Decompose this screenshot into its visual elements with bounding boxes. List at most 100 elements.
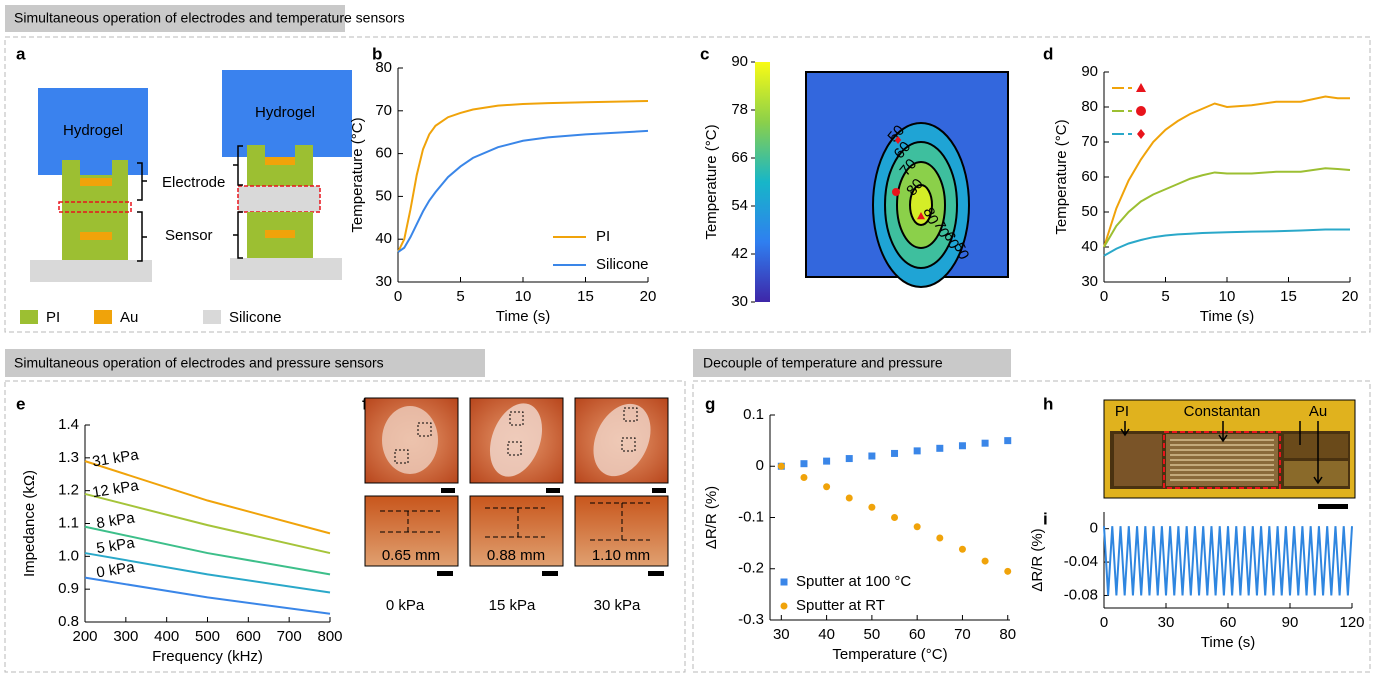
x-tick-label: 0 [1100,614,1108,631]
x-tick-label: 15 [577,288,594,305]
series-label: 8 kPa [95,509,136,532]
y-tick-label: 1.3 [58,449,79,466]
colorbar-tick-label: 78 [731,101,748,118]
contour [909,184,933,226]
x-tick-label: 30 [1158,614,1175,631]
y-tick-label: 40 [375,230,392,247]
highlight-box [58,201,132,213]
layer-label: Hydrogel [255,104,315,121]
au-layer [80,178,112,186]
x-tick-label: 5 [1161,288,1169,305]
x-tick-label: 600 [236,628,261,645]
y-tick-label: -0.08 [1064,586,1098,603]
scale-bar [1318,504,1348,509]
section-header [5,349,485,377]
y-tick-label: 70 [1081,133,1098,150]
colorbar-label: Temperature (°C) [703,124,720,239]
marker [1004,437,1012,445]
contour-label: 70 [930,218,952,240]
au-layer [265,157,295,165]
photos-f: 0.65 mm 0.88 mm 1.10 mm 0 kPa 15 kPa 30 … [364,397,669,614]
x-tick-label: 70 [954,626,971,643]
bracket-label: Sensor [165,227,213,244]
scale-bar [652,488,666,493]
line-series [1103,526,1353,596]
section-title: Simultaneous operation of electrodes and… [14,10,405,26]
colorbar-tick-label: 54 [731,197,748,214]
colorbar-tick-label: 30 [731,293,748,310]
silicone-layer [230,258,342,280]
x-axis-label: Time (s) [496,308,550,325]
x-tick-label: 300 [113,628,138,645]
x-axis-label: Frequency (kHz) [152,648,263,665]
thickness-label: 1.10 mm [592,547,650,564]
panel-label: e [16,394,25,413]
y-axis-label: Impedance (kΩ) [21,470,38,577]
x-tick-label: 5 [456,288,464,305]
silicone-layer [237,185,321,213]
y-tick-label: 80 [1081,98,1098,115]
section-box [4,380,686,673]
diagram-a: Hydrogel Hydrogel Electrode Sensor PI Au… [20,70,352,326]
y-tick-label: -0.3 [738,611,764,628]
y-tick-label: 90 [1081,63,1098,80]
y-tick-label: 1.2 [58,482,79,499]
thickness-label: 0.88 mm [487,547,545,564]
y-tick-label: 0.1 [743,406,764,423]
y-axis-label: ΔR/R (%) [703,486,720,549]
panel-label: a [16,44,26,63]
x-tick-label: 700 [277,628,302,645]
contour-label: 80 [919,205,941,227]
colorbar-tick-label: 66 [731,149,748,166]
marker [845,455,853,463]
y-tick-label: 40 [1081,238,1098,255]
y-tick-label: 1.1 [58,514,79,531]
marker [981,439,989,447]
marker [894,136,902,144]
x-axis-label: Time (s) [1201,634,1255,651]
photo-h: PI Constantan Au [1103,399,1356,509]
marker [936,534,944,542]
thickness-marker [485,507,545,538]
layer-label: Hydrogel [63,122,123,139]
legend-label: Sputter at 100 °C [796,573,911,590]
marker [913,523,921,531]
line-series [84,492,331,555]
marker [800,460,808,468]
line-series [84,552,331,594]
x-tick-label: 120 [1339,614,1364,631]
legend-label: Au [120,309,138,326]
panel-label: b [372,44,382,63]
x-tick-label: 40 [818,626,835,643]
marker [868,452,876,460]
x-axis-label: Time (s) [1200,308,1254,325]
scale-bar [648,571,664,576]
marker [1004,567,1012,575]
x-tick-label: 0 [394,288,402,305]
bracket [137,162,147,201]
legend-label: Sputter at RT [796,597,885,614]
hydrogel [222,70,352,157]
y-tick-label: 80 [375,59,392,76]
bracket [137,211,147,262]
marker [981,557,989,565]
electrode-outline [417,422,432,437]
marker [891,449,899,457]
colorbar-tick-label: 90 [731,53,748,70]
panel-label: i [1043,509,1048,528]
legend-label: Silicone [229,309,282,326]
marker [958,442,966,450]
legend-label: PI [596,228,610,245]
y-tick-label: -0.1 [738,508,764,525]
section-box [4,36,1371,333]
y-tick-label: 1.0 [58,547,79,564]
line-series [397,129,649,253]
legend-swatch [20,310,38,324]
x-tick-label: 10 [515,288,532,305]
legend-label: PI [46,309,60,326]
x-axis-label: Temperature (°C) [832,646,947,663]
x-tick-label: 80 [999,626,1016,643]
pressure-label: 15 kPa [489,597,536,614]
line-series [84,460,331,535]
